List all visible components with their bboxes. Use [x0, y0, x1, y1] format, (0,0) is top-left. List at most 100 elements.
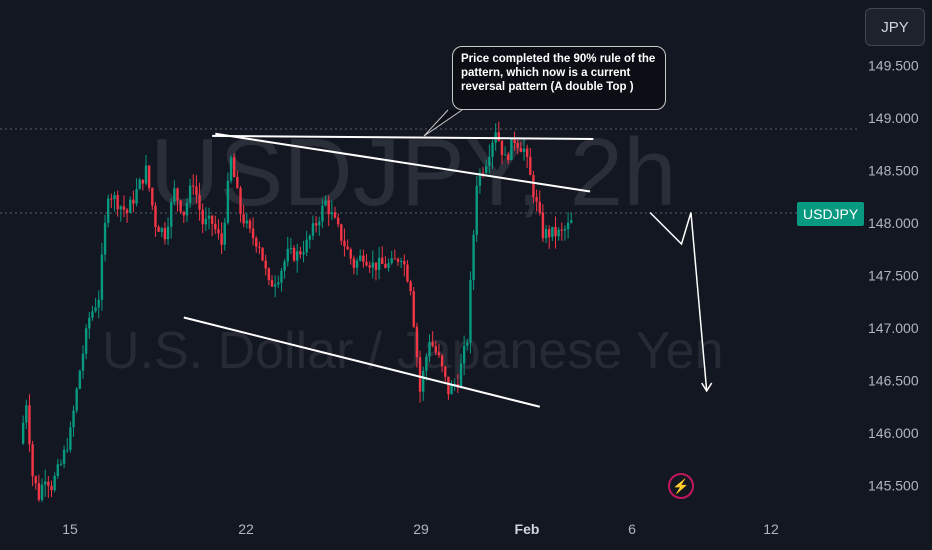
candle-body — [390, 258, 393, 264]
candle-body — [255, 238, 258, 247]
candle-body — [532, 175, 535, 197]
candle-body — [418, 357, 422, 392]
candle-body — [245, 220, 248, 224]
candle-body — [444, 366, 447, 377]
candle-body — [251, 228, 255, 239]
candle-body — [469, 280, 472, 343]
candle-body — [56, 464, 59, 476]
candle-body — [393, 258, 397, 260]
neckline-line — [212, 134, 594, 140]
time-tick-label: 29 — [413, 521, 429, 537]
candle-body — [327, 200, 330, 215]
candle-body — [135, 189, 138, 204]
candle-body — [220, 233, 223, 245]
candle-body — [144, 165, 148, 184]
candle-body — [570, 220, 573, 223]
candle-body — [541, 212, 545, 239]
candle-body — [538, 201, 541, 213]
candle-body — [84, 328, 88, 354]
candle-body — [214, 223, 217, 230]
candle-body — [248, 220, 252, 229]
candle-body — [37, 483, 41, 500]
candle-body — [195, 186, 198, 196]
price-axis[interactable]: 149.500 149.000 148.500 148.000 147.500 147.0… — [868, 58, 919, 494]
description-watermark: U.S. Dollar / Japanese Yen — [102, 322, 724, 380]
candle-body — [198, 195, 201, 210]
time-tick-label: 12 — [763, 521, 779, 537]
candle-body — [302, 252, 305, 255]
time-tick-label: 22 — [238, 521, 254, 537]
candles-group — [21, 121, 573, 503]
candle-body — [384, 263, 387, 268]
candle-body — [229, 157, 233, 181]
candle-body — [31, 444, 34, 477]
candle-body — [110, 198, 113, 200]
candle-body — [296, 251, 299, 261]
candle-body — [147, 165, 151, 189]
candle-body — [299, 251, 302, 255]
candle-body — [264, 260, 267, 269]
candle-body — [343, 240, 346, 247]
candle-body — [437, 352, 441, 356]
candle-body — [387, 263, 390, 268]
candle-body — [362, 255, 365, 262]
price-tick-label: 149.500 — [868, 58, 919, 74]
candle-body — [352, 258, 356, 268]
candle-body — [273, 284, 277, 287]
candle-body — [277, 282, 280, 285]
candle-body — [283, 261, 286, 271]
candle-body — [381, 257, 384, 264]
candle-body — [72, 410, 75, 428]
candle-body — [217, 229, 220, 234]
candle-body — [412, 291, 415, 327]
candle-body — [318, 221, 321, 226]
candle-body — [97, 299, 100, 308]
candle-body — [107, 198, 110, 223]
candle-body — [500, 140, 504, 155]
candle-body — [44, 481, 47, 485]
candle-body — [122, 206, 126, 210]
candle-body — [75, 388, 78, 411]
candle-body — [321, 205, 324, 222]
candle-body — [163, 228, 167, 240]
candle-body — [503, 154, 507, 156]
candle-body — [119, 206, 122, 210]
candle-body — [236, 177, 239, 189]
candle-body — [529, 156, 532, 176]
candle-body — [330, 212, 334, 215]
candle-body — [289, 247, 293, 249]
price-tick-label: 149.000 — [868, 110, 919, 126]
candle-body — [516, 143, 519, 149]
currency-button[interactable]: JPY — [865, 8, 925, 46]
candle-body — [447, 376, 450, 395]
candle-body — [422, 370, 425, 392]
candle-body — [368, 265, 371, 268]
candle-body — [475, 185, 478, 235]
candle-body — [192, 185, 195, 187]
candle-body — [371, 262, 374, 268]
candle-body — [242, 214, 245, 224]
lower-channel-line — [183, 316, 540, 408]
time-axis[interactable]: 15 22 29 Feb 6 12 — [62, 521, 779, 537]
annotation-pointer — [423, 109, 463, 137]
drawings-group — [183, 109, 713, 408]
candle-body — [91, 311, 94, 318]
candle-body — [340, 224, 343, 241]
candle-body — [173, 188, 176, 202]
lightning-bolt-icon[interactable]: ⚡ — [668, 473, 694, 499]
candle-body — [399, 261, 403, 263]
annotation-callout[interactable]: Price completed the 90% rule of the patt… — [452, 46, 666, 110]
price-tick-label: 147.500 — [868, 268, 919, 284]
candle-body — [40, 484, 44, 500]
candle-body — [336, 217, 340, 225]
candle-body — [179, 200, 182, 212]
price-tick-label: 148.500 — [868, 163, 919, 179]
candle-body — [548, 229, 551, 238]
candle-body — [450, 384, 453, 395]
projection-arrowhead — [701, 382, 713, 393]
candle-body — [62, 449, 66, 464]
candle-body — [428, 342, 431, 357]
candle-body — [141, 179, 145, 184]
candle-body — [280, 270, 283, 283]
candle-body — [267, 268, 271, 281]
